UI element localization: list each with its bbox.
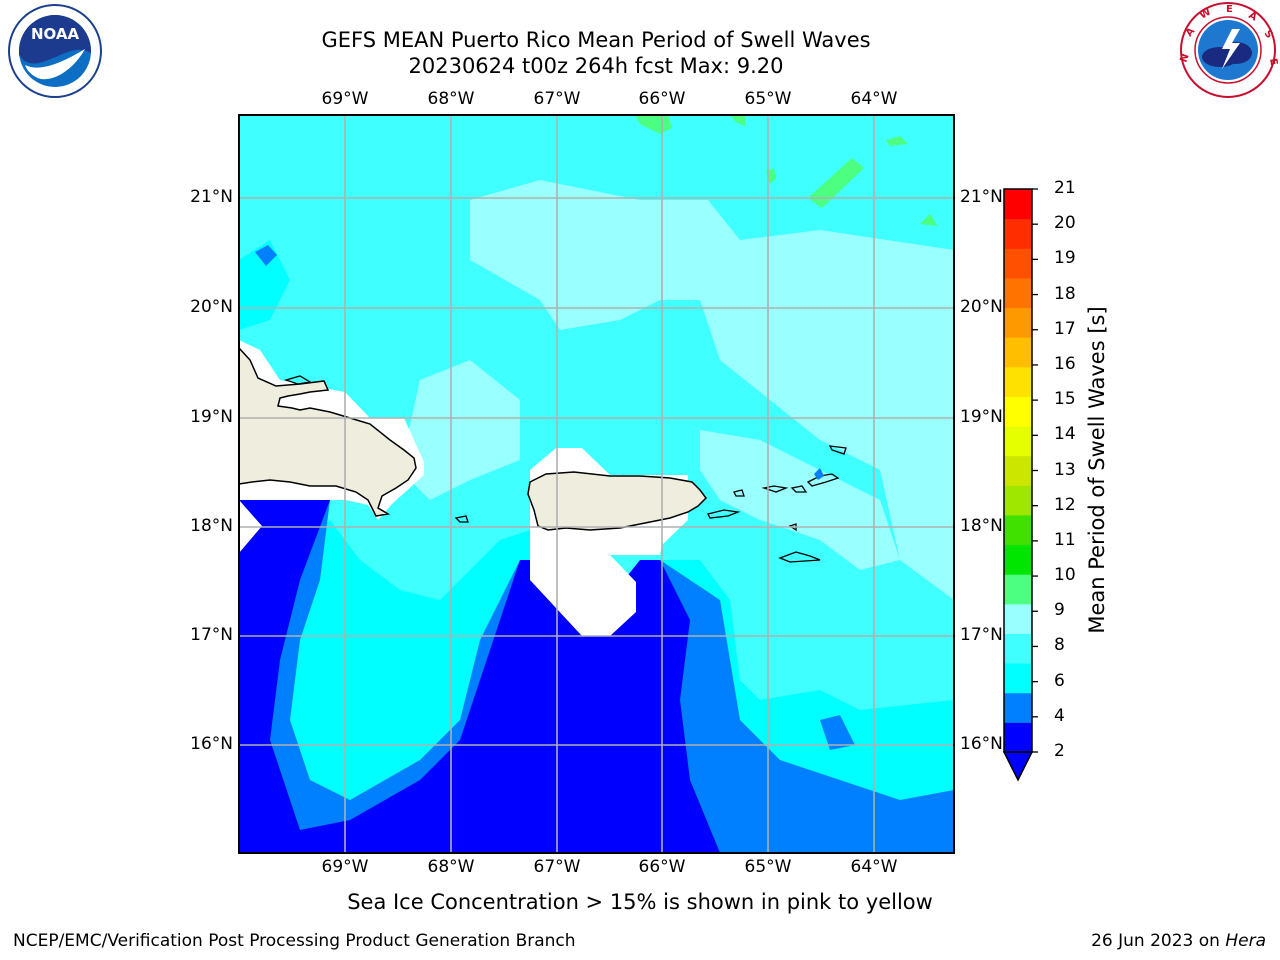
colorbar-tick-label: 9: [1054, 600, 1065, 621]
svg-text:E: E: [1267, 58, 1278, 67]
colorbar-segment: [1004, 692, 1032, 723]
noaa-logo-text: NOAA: [31, 25, 80, 43]
colorbar-segment: [1004, 396, 1032, 427]
colorbar-tick-label: 10: [1054, 565, 1076, 586]
svg-text:N: N: [1178, 52, 1191, 64]
colorbar-tick-label: 20: [1054, 213, 1076, 234]
lon-label-top: 64°W: [850, 89, 898, 109]
footer-date: 26 Jun 2023 on Hera: [1091, 931, 1266, 951]
colorbar-tick-label: 2: [1054, 741, 1065, 761]
colorbar-segment: [1004, 722, 1032, 753]
lon-label-bottom: 64°W: [850, 857, 898, 877]
lat-label-right: 20°N: [960, 297, 1003, 317]
colorbar-tick-label: 8: [1054, 635, 1065, 656]
lat-label-left: 21°N: [190, 187, 233, 207]
svg-text:W: W: [1198, 7, 1213, 22]
lon-label-top: 68°W: [427, 89, 475, 109]
colorbar-tick-label: 11: [1054, 529, 1076, 550]
colorbar-segment: [1004, 633, 1032, 664]
colorbar-segment: [1004, 663, 1032, 694]
lat-label-left: 17°N: [190, 625, 233, 645]
noaa-logo: NOAA: [5, 3, 105, 103]
colorbar-segment: [1004, 189, 1032, 220]
small-islands: [283, 375, 847, 563]
lon-label-bottom: 68°W: [427, 857, 475, 877]
colorbar-tick-label: 19: [1054, 248, 1076, 269]
lon-label-bottom: 67°W: [533, 857, 581, 877]
colorbar-segment: [1004, 455, 1032, 486]
colorbar-segment: [1004, 337, 1032, 368]
colorbar-segment: [1004, 603, 1032, 634]
footer-credit: NCEP/EMC/Verification Post Processing Pr…: [13, 931, 576, 951]
colorbar-tick-label: 4: [1054, 705, 1065, 726]
colorbar-segment: [1004, 366, 1032, 397]
lat-label-right: 19°N: [960, 407, 1003, 427]
colorbar-extend-arrow: [1002, 751, 1034, 782]
footer-date-text: 26 Jun 2023 on: [1091, 931, 1220, 951]
colorbar-tick-label: 15: [1054, 389, 1076, 410]
lat-label-left: 16°N: [190, 734, 233, 754]
svg-text:E: E: [1226, 4, 1233, 15]
sea-ice-note: Sea Ice Concentration > 15% is shown in …: [347, 890, 933, 914]
lon-label-top: 65°W: [744, 89, 792, 109]
colorbar-segment: [1004, 574, 1032, 605]
map-frame: [238, 114, 955, 854]
lat-label-left: 18°N: [190, 516, 233, 536]
colorbar-segment: [1004, 307, 1032, 338]
lon-label-bottom: 69°W: [321, 857, 369, 877]
colorbar-tick-label: 16: [1054, 353, 1076, 374]
colorbar-tick-label: 6: [1054, 670, 1065, 691]
nws-logo: N A W E A S E: [1178, 1, 1279, 103]
swell-period-field: [239, 115, 954, 853]
colorbar-segment: [1004, 277, 1032, 309]
colorbar-segment: [1004, 248, 1032, 279]
colorbar-segment: [1004, 485, 1032, 516]
hispaniola-land: [239, 346, 417, 517]
colorbar-tick-label: 21: [1054, 178, 1076, 198]
lat-label-right: 16°N: [960, 734, 1003, 754]
colorbar-tick-label: 13: [1054, 459, 1076, 480]
lat-label-right: 18°N: [960, 516, 1003, 536]
colorbar-segment: [1004, 218, 1032, 249]
colorbar-title: Mean Period of Swell Waves [s]: [1085, 306, 1109, 634]
lon-label-top: 69°W: [321, 89, 369, 109]
colorbar-segment: [1004, 544, 1032, 575]
colorbar-tick-label: 17: [1054, 318, 1076, 339]
lat-label-right: 17°N: [960, 625, 1003, 645]
lon-label-top: 67°W: [533, 89, 581, 109]
colorbar-tick-label: 14: [1054, 424, 1076, 445]
lat-label-right: 21°N: [960, 187, 1003, 207]
colorbar-segment: [1004, 514, 1032, 546]
lat-label-left: 19°N: [190, 407, 233, 427]
colorbar-tick-label: 18: [1054, 283, 1076, 304]
colorbar-tick-label: 12: [1054, 494, 1076, 515]
chart-title: GEFS MEAN Puerto Rico Mean Period of Swe…: [321, 28, 871, 52]
colorbar-segment: [1004, 426, 1032, 457]
chart-subtitle: 20230624 t00z 264h fcst Max: 9.20: [408, 54, 784, 78]
lon-label-top: 66°W: [638, 89, 686, 109]
lon-label-bottom: 65°W: [744, 857, 792, 877]
footer-host: Hera: [1225, 931, 1266, 951]
colorbar: [1002, 188, 1038, 782]
lat-label-left: 20°N: [190, 297, 233, 317]
lon-label-bottom: 66°W: [638, 857, 686, 877]
map-gridlines: [239, 115, 954, 853]
